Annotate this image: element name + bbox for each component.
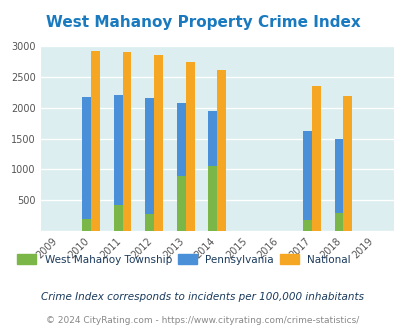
Bar (82, 97, 91, 231)
Bar (208, 166, 217, 231)
Legend: West Mahanoy Township, Pennsylvania, National: West Mahanoy Township, Pennsylvania, Nat… (13, 250, 354, 269)
Bar (177, 104, 185, 231)
Bar (311, 86, 320, 231)
Bar (122, 52, 131, 231)
Bar (302, 219, 311, 231)
Bar (91, 50, 100, 231)
Bar (334, 213, 343, 231)
Text: Crime Index corresponds to incidents per 100,000 inhabitants: Crime Index corresponds to incidents per… (41, 292, 364, 302)
Bar (177, 176, 185, 231)
Bar (113, 205, 122, 231)
Bar (334, 139, 343, 231)
Text: West Mahanoy Property Crime Index: West Mahanoy Property Crime Index (45, 15, 360, 30)
Bar (208, 111, 217, 231)
Bar (113, 95, 122, 231)
Text: © 2024 CityRating.com - https://www.cityrating.com/crime-statistics/: © 2024 CityRating.com - https://www.city… (46, 316, 359, 325)
Bar (145, 98, 154, 231)
Bar (145, 214, 154, 231)
Bar (217, 70, 226, 231)
Bar (302, 131, 311, 231)
Bar (154, 55, 162, 231)
Bar (343, 96, 351, 231)
Bar (185, 62, 194, 231)
Bar (82, 219, 91, 231)
